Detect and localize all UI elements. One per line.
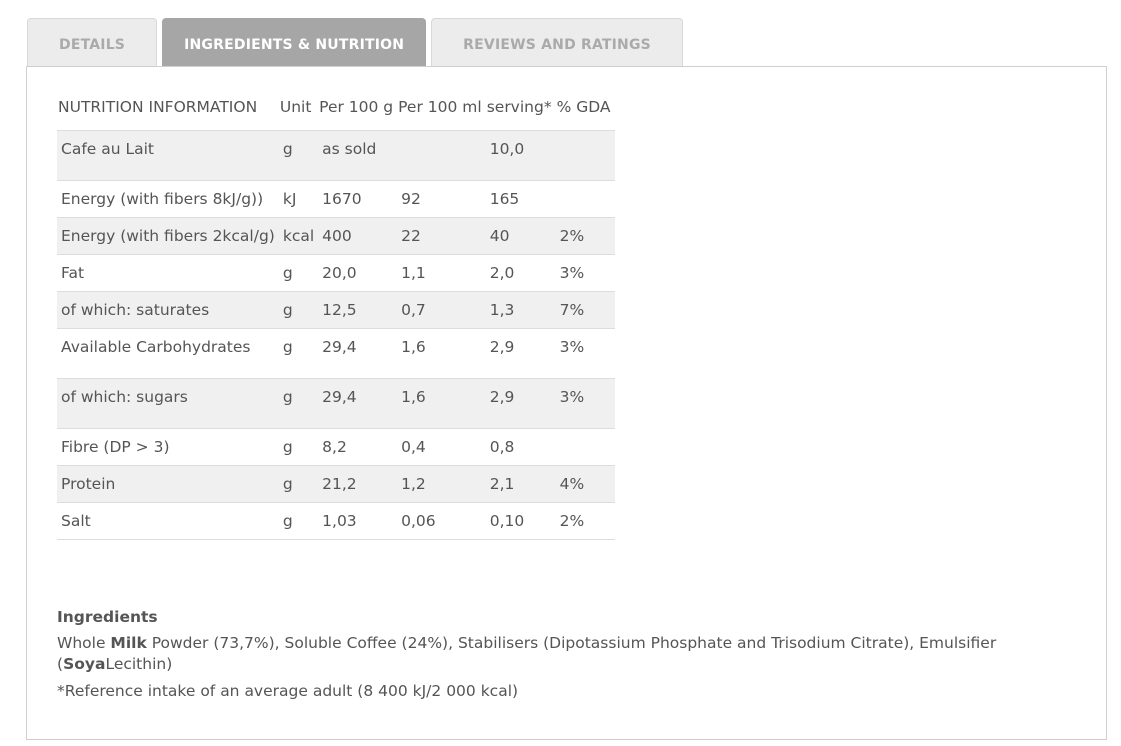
table-cell [555,130,615,181]
table-cell: g [278,130,319,181]
table-cell: 8,2 [318,428,398,466]
table-cell: g [278,378,319,429]
tab-bar: DETAILS INGREDIENTS & NUTRITION REVIEWS AN… [27,18,683,66]
table-cell: 0,7 [397,291,486,329]
table-row: of which: saturates g 12,5 0,7 1,3 7% [57,291,615,329]
ingredients-text: Whole Milk Powder (73,7%), Soluble Coffe… [57,633,1097,675]
table-cell: 92 [397,180,486,218]
table-cell: 1,1 [397,254,486,292]
table-cell: Protein [57,465,279,503]
table-cell: 3% [555,328,615,379]
table-row: Protein g 21,2 1,2 2,1 4% [57,465,615,503]
table-cell: 0,4 [397,428,486,466]
table-cell: 3% [555,254,615,292]
tab[interactable]: REVIEWS AND RATINGS [431,18,683,66]
table-cell: 0,8 [485,428,556,466]
table-cell: Available Carbohydrates [57,328,279,379]
table-cell: 3% [555,378,615,429]
ingredients-segment: Soya [63,655,106,673]
table-cell: 10,0 [485,130,556,181]
ingredients: Ingredients Whole Milk Powder (73,7%), S… [57,607,1097,702]
ingredients-segment: Lecithin) [105,655,173,673]
tab[interactable]: INGREDIENTS & NUTRITION [162,18,427,66]
table-cell: Energy (with fibers 8kJ/g)) [57,180,279,218]
table-cell: 1,2 [397,465,486,503]
table-cell: g [278,291,319,329]
table-cell: as sold [318,130,398,181]
table-cell: 1,03 [318,502,398,540]
table-cell: Salt [57,502,279,540]
table-row: Energy (with fibers 2kcal/g) kcal 400 22 40 2… [57,217,615,255]
table-cell: 2,0 [485,254,556,292]
table-cell: Cafe au Lait [57,130,279,181]
tab-panel: NUTRITION INFORMATION Unit Per 100 g Per 10… [26,66,1107,740]
table-cell: Fibre (DP > 3) [57,428,279,466]
table-row: Fat g 20,0 1,1 2,0 3% [57,254,615,292]
table-cell: g [278,502,319,540]
table-cell: 1670 [318,180,398,218]
table-cell: 0,06 [397,502,486,540]
table-cell: g [278,328,319,379]
ingredients-title: Ingredients [57,608,158,626]
table-cell: 4% [555,465,615,503]
column-header: Unit [279,98,312,116]
table-row: Salt g 1,03 0,06 0,10 2% [57,502,615,540]
table-cell: 20,0 [318,254,398,292]
table-cell: 22 [397,217,486,255]
header-row: NUTRITION INFORMATION Unit Per 100 g Per 10… [57,95,615,131]
table-cell: g [278,465,319,503]
table-cell: 29,4 [318,378,398,429]
table-cell: 7% [555,291,615,329]
table-row: of which: sugars g 29,4 1,6 2,9 3% [57,378,615,429]
table-row: Fibre (DP > 3) g 8,2 0,4 0,8 [57,428,615,466]
table-cell: g [278,254,319,292]
table-cell: kJ [278,180,319,218]
tab[interactable]: DETAILS [27,18,158,66]
column-header: % GDA [556,98,611,116]
table-cell: 400 [318,217,398,255]
table-cell: of which: sugars [57,378,279,429]
column-header: Per 100 ml [398,98,482,116]
footnote: *Reference intake of an average adult (8… [57,682,519,700]
table-cell: 0,10 [485,502,556,540]
ingredients-segment: Powder (73,7%), Soluble Coffee (24%), St… [57,634,1002,673]
table-cell: kcal [278,217,319,255]
table-cell [397,130,486,181]
table-cell: 2% [555,502,615,540]
table-cell: 2,1 [485,465,556,503]
table-cell: 2% [555,217,615,255]
column-header: NUTRITION INFORMATION [58,98,258,116]
table-cell: 29,4 [318,328,398,379]
table-cell: 1,6 [397,378,486,429]
ingredients-segment: Milk [110,634,147,652]
table-cell: 40 [485,217,556,255]
table-cell: 165 [485,180,556,218]
column-header: serving* [486,98,552,116]
table-cell [555,180,615,218]
table-row: Cafe au Lait g as sold 10,0 [57,130,615,181]
table-cell: 2,9 [485,328,556,379]
table-cell: 1,3 [485,291,556,329]
column-header: Per 100 g [319,98,394,116]
table-cell [555,428,615,466]
table-cell: 21,2 [318,465,398,503]
table-row: Energy (with fibers 8kJ/g)) kJ 1670 92 165 [57,180,615,218]
table-row: Available Carbohydrates g 29,4 1,6 2,9 3% [57,328,615,379]
table-cell: of which: saturates [57,291,279,329]
table-cell: 2,9 [485,378,556,429]
nutrition-table: NUTRITION INFORMATION Unit Per 100 g Per 10… [57,95,615,540]
ingredients-segment: Whole [57,634,111,652]
table-cell: 12,5 [318,291,398,329]
table-cell: 1,6 [397,328,486,379]
table-cell: Fat [57,254,279,292]
table-cell: g [278,428,319,466]
table-cell: Energy (with fibers 2kcal/g) [57,217,279,255]
